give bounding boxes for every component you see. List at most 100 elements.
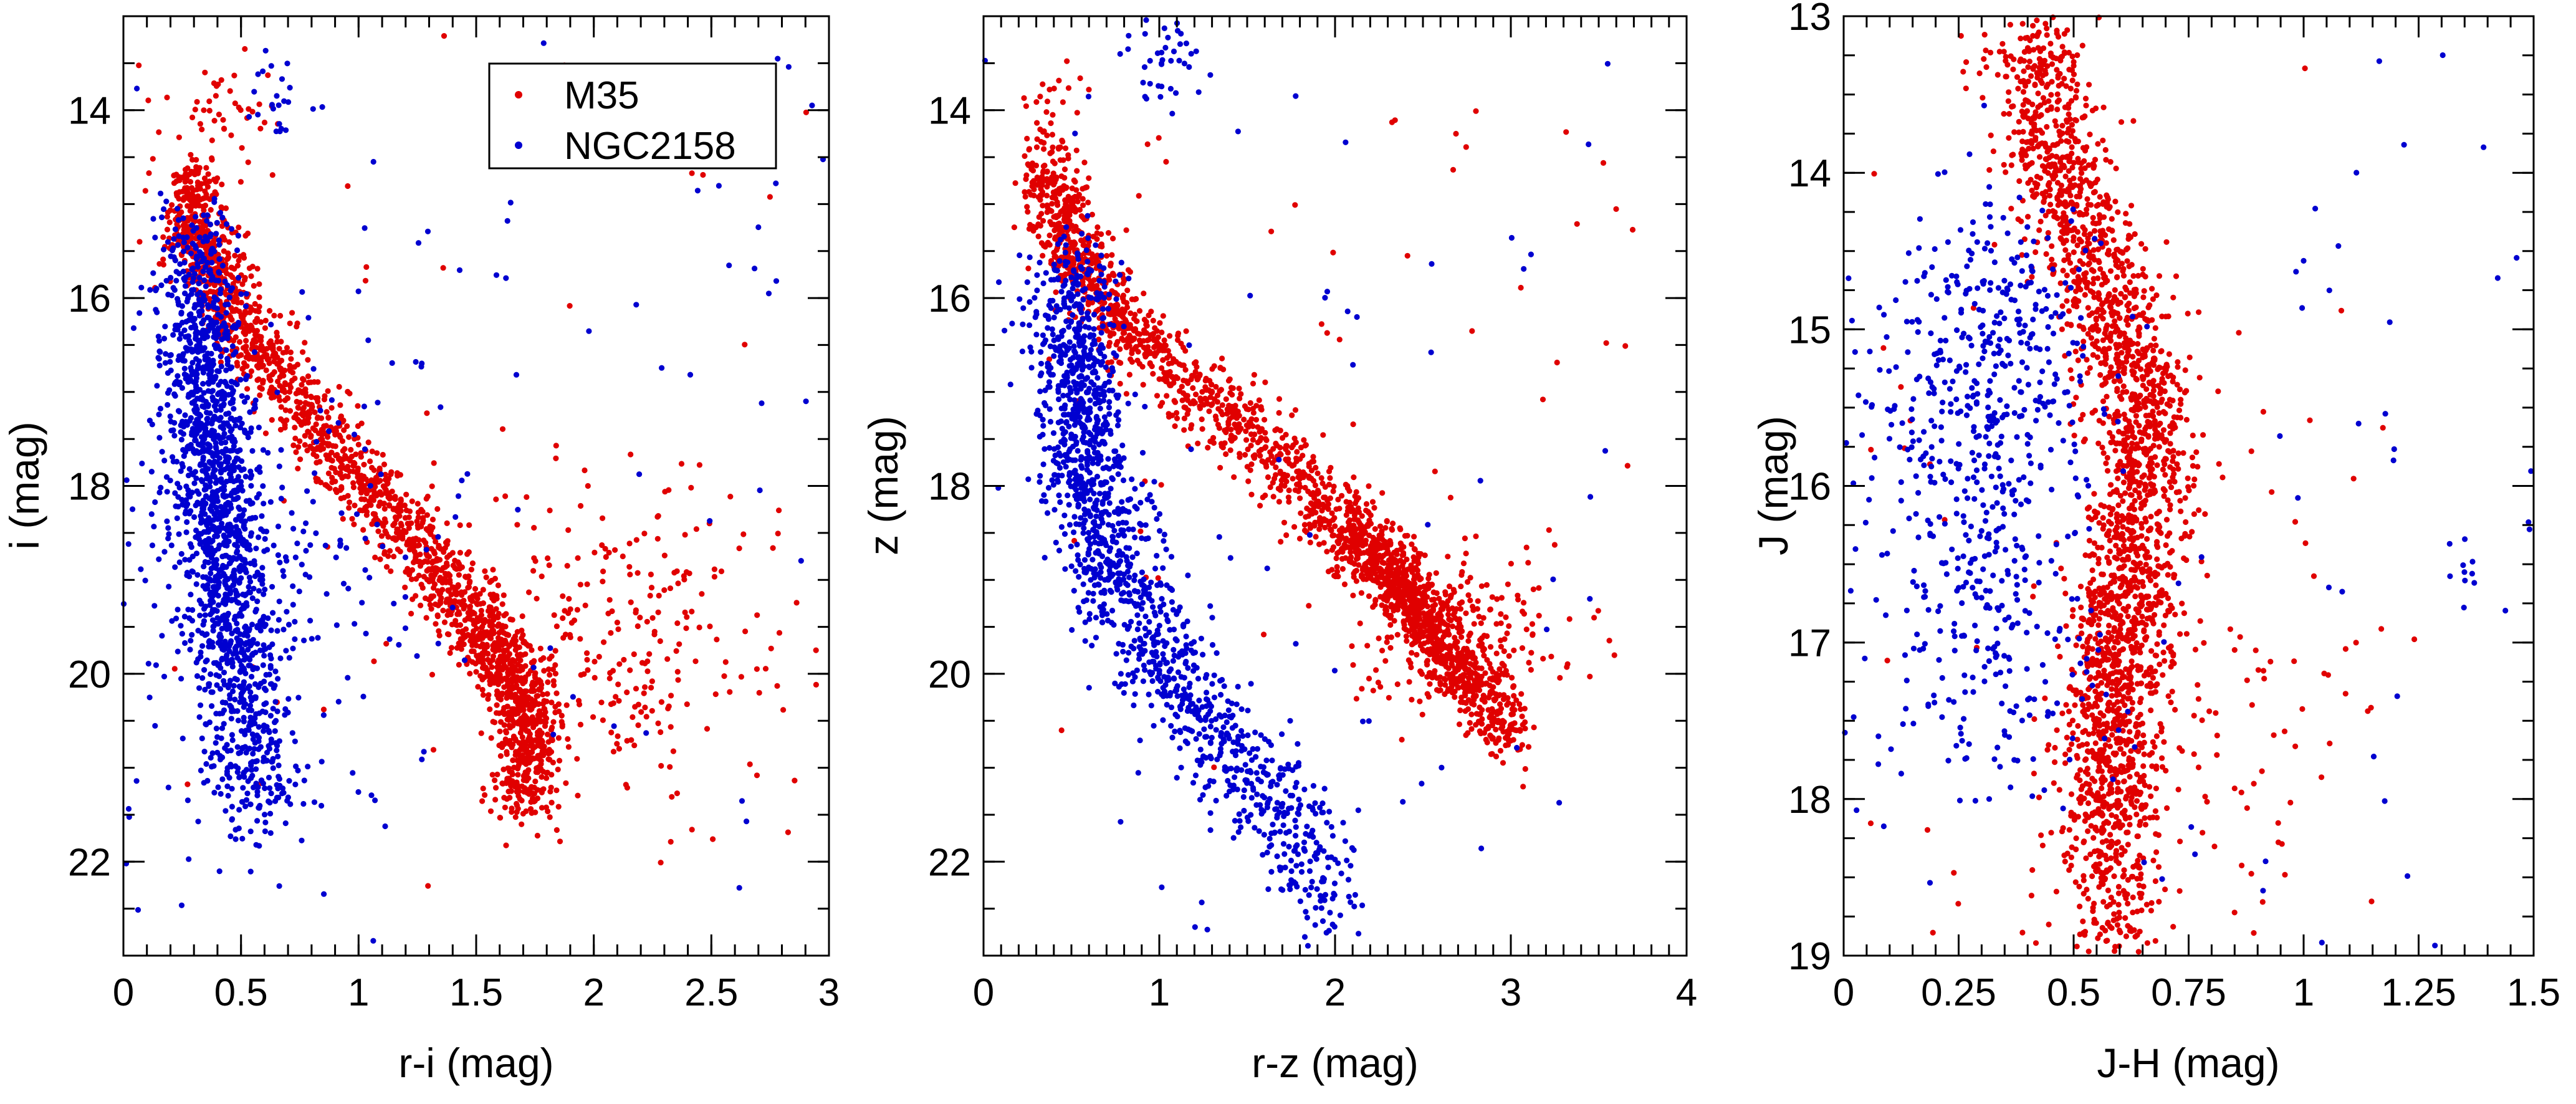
data-point xyxy=(492,719,498,726)
data-point xyxy=(187,208,193,214)
data-point xyxy=(539,805,545,811)
data-point xyxy=(299,562,305,568)
data-point xyxy=(294,324,300,330)
data-point xyxy=(329,474,335,481)
x-tick-label: 3 xyxy=(818,971,840,1014)
data-point xyxy=(187,646,193,653)
data-point xyxy=(232,517,239,523)
y-tick-label: 16 xyxy=(68,277,111,320)
data-point xyxy=(243,600,249,606)
data-point xyxy=(431,460,437,466)
data-point xyxy=(636,471,643,478)
data-point xyxy=(175,481,181,487)
data-point xyxy=(694,188,701,194)
data-point xyxy=(213,439,219,446)
data-point xyxy=(232,100,238,107)
data-point xyxy=(600,569,606,575)
data-point xyxy=(216,868,223,875)
data-point xyxy=(224,765,231,771)
data-point xyxy=(286,655,292,661)
data-point xyxy=(179,385,185,391)
data-point xyxy=(217,209,224,216)
data-point xyxy=(574,607,581,613)
data-point xyxy=(196,274,203,281)
data-point xyxy=(473,669,479,675)
data-point xyxy=(138,566,144,572)
data-point xyxy=(467,671,473,677)
data-point xyxy=(211,80,217,87)
data-point xyxy=(775,55,781,62)
data-point xyxy=(479,686,486,693)
data-point xyxy=(532,809,539,815)
data-point xyxy=(320,706,327,713)
data-point xyxy=(186,466,193,473)
data-point xyxy=(530,568,537,574)
data-point xyxy=(560,615,566,622)
data-point xyxy=(247,801,254,807)
data-point xyxy=(519,821,525,827)
data-point xyxy=(208,545,214,551)
data-point xyxy=(1183,328,1189,334)
data-point xyxy=(615,681,621,688)
data-point xyxy=(459,592,465,598)
data-point xyxy=(565,610,572,617)
data-point xyxy=(553,690,560,696)
data-point xyxy=(275,378,281,385)
data-point xyxy=(167,207,173,213)
data-point xyxy=(358,450,364,456)
data-point xyxy=(667,585,674,592)
data-point xyxy=(252,608,259,615)
data-point xyxy=(774,683,780,689)
data-point xyxy=(318,415,325,421)
data-point xyxy=(207,643,213,650)
data-point xyxy=(440,607,446,614)
data-point xyxy=(1442,682,1448,688)
data-point xyxy=(179,631,185,637)
data-point xyxy=(1033,144,1040,150)
data-point xyxy=(229,390,236,396)
data-point xyxy=(227,416,234,422)
data-point xyxy=(667,764,673,770)
data-point xyxy=(600,515,606,521)
data-point xyxy=(262,785,268,792)
data-point xyxy=(196,685,203,691)
data-point xyxy=(545,739,552,745)
data-point xyxy=(325,443,331,449)
data-point xyxy=(487,623,494,629)
data-point xyxy=(173,277,180,284)
data-point xyxy=(338,486,345,492)
data-point xyxy=(221,532,227,539)
data-point xyxy=(266,375,272,382)
data-point xyxy=(381,461,388,468)
data-point xyxy=(268,322,274,328)
data-point xyxy=(555,735,562,741)
data-point xyxy=(213,495,219,501)
data-point xyxy=(188,251,194,257)
data-point xyxy=(136,62,142,69)
data-point xyxy=(194,673,201,679)
data-point xyxy=(262,828,268,835)
data-point xyxy=(747,761,753,767)
data-point xyxy=(244,386,251,392)
data-point xyxy=(192,302,198,308)
data-point xyxy=(234,548,241,554)
data-point xyxy=(563,702,570,708)
data-point xyxy=(234,626,241,633)
data-point xyxy=(487,808,494,814)
data-point xyxy=(219,486,226,492)
data-point xyxy=(488,735,494,741)
data-point xyxy=(479,665,486,671)
data-point xyxy=(357,507,363,514)
data-point xyxy=(202,238,208,244)
data-point xyxy=(628,737,634,743)
data-point xyxy=(142,188,148,194)
data-point xyxy=(257,392,263,398)
data-point xyxy=(429,560,436,566)
data-point xyxy=(302,340,308,346)
data-point xyxy=(198,394,204,401)
data-point xyxy=(475,684,481,690)
data-point xyxy=(199,675,206,681)
data-point xyxy=(466,580,472,586)
data-point xyxy=(555,766,561,772)
data-point xyxy=(166,583,172,590)
